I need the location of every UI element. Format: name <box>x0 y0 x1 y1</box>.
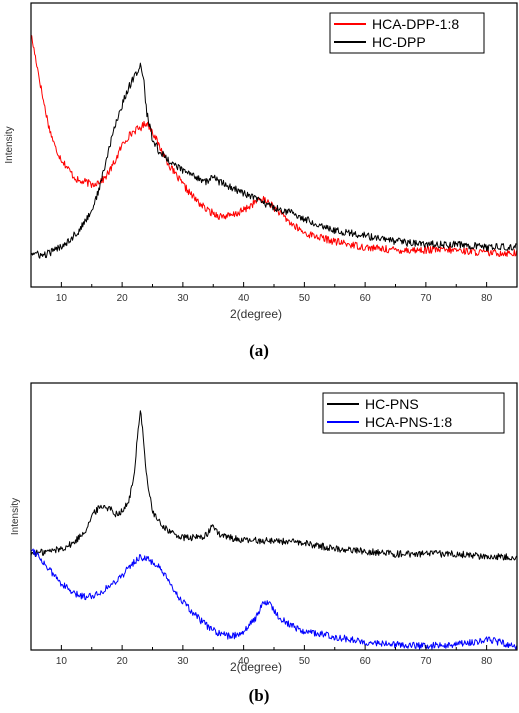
legend-label: HCA-DPP-1:8 <box>372 16 459 32</box>
panel-caption: (a) <box>249 341 269 360</box>
legend-label: HC-PNS <box>365 396 419 412</box>
legend-box <box>322 392 505 434</box>
y-axis-label: Intensity <box>10 498 21 535</box>
legend: HC-PNS HCA-PNS-1:8 <box>322 392 505 434</box>
x-axis-label: 2(degree) <box>230 307 282 321</box>
x-tick-label: 30 <box>177 293 189 304</box>
x-tick-label: 40 <box>238 293 250 304</box>
series-line-hca-dpp-1-8 <box>30 35 518 258</box>
chart-panel-a: 10 20 30 40 50 60 70 80 2(degree) Intensity HCA-DP… <box>4 2 518 360</box>
x-axis-label: 2(degree) <box>230 660 282 674</box>
x-tick-label: 60 <box>360 293 372 304</box>
x-tick-label: 70 <box>420 656 432 667</box>
x-tick-label: 10 <box>56 656 68 667</box>
x-tick-label: 50 <box>299 656 311 667</box>
x-tick-label: 10 <box>56 293 68 304</box>
x-tick-label: 20 <box>117 293 129 304</box>
legend: HCA-DPP-1:8 HC-DPP <box>329 12 485 54</box>
legend-label: HCA-PNS-1:8 <box>365 414 452 430</box>
series-line-hc-dpp <box>30 62 517 259</box>
x-tick-label: 20 <box>117 656 129 667</box>
x-tick-label: 80 <box>481 293 493 304</box>
series-line-hca-pns-1-8 <box>30 548 517 650</box>
legend-box <box>329 12 485 54</box>
chart-panel-b: 10 20 30 40 50 60 70 80 2(degree) Intensity HC-PNS… <box>10 382 518 705</box>
x-tick-label: 30 <box>177 656 189 667</box>
legend-label: HC-DPP <box>372 34 426 50</box>
y-axis-label: Intensity <box>4 126 15 163</box>
series-line-hc-pns <box>30 410 517 561</box>
x-tick-label: 70 <box>420 293 432 304</box>
x-tick-label: 60 <box>360 656 372 667</box>
panel-caption: (b) <box>249 686 270 705</box>
x-tick-label: 50 <box>299 293 311 304</box>
x-tick-label: 80 <box>481 656 493 667</box>
x-tick-label: 40 <box>238 656 250 667</box>
